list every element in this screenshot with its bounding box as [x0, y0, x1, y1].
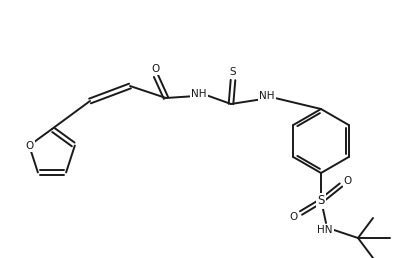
- Text: O: O: [25, 141, 33, 151]
- Text: O: O: [343, 176, 351, 186]
- Text: S: S: [316, 195, 324, 207]
- Text: NH: NH: [191, 89, 206, 99]
- Text: O: O: [152, 64, 160, 74]
- Text: S: S: [229, 67, 236, 77]
- Text: HN: HN: [316, 225, 332, 235]
- Text: O: O: [289, 212, 297, 222]
- Text: NH: NH: [259, 91, 274, 101]
